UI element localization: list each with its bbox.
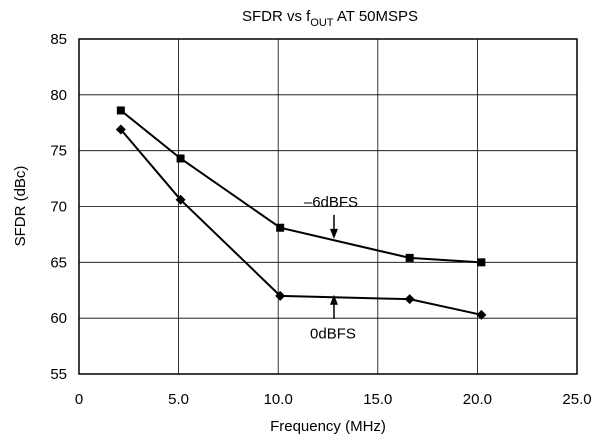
plot-frame [78, 38, 578, 375]
x-tick-label: 5.0 [168, 391, 189, 408]
data-point-square [477, 258, 486, 267]
y-tick-label: 55 [50, 366, 67, 383]
data-point-square [176, 154, 185, 163]
x-tick-label: 0 [75, 391, 83, 408]
y-axis-title: SFDR (dBc) [12, 166, 29, 247]
data-point-square [405, 253, 414, 262]
annotation-0: –6dBFS [304, 194, 358, 239]
data-point-diamond [175, 194, 186, 205]
y-tick-label: 75 [50, 143, 67, 160]
chart-title-main: SFDR vs f [242, 8, 311, 25]
x-tick-label: 25.0 [562, 391, 591, 408]
y-tick-label: 70 [50, 199, 67, 216]
series-line-0 [120, 109, 482, 264]
data-point-diamond [404, 294, 415, 305]
chart-title-rest: AT 50MSPS [334, 8, 419, 25]
series-line-1 [120, 128, 482, 316]
y-tick-label: 60 [50, 310, 67, 327]
y-axis-tick-labels: 55 60 65 70 75 80 85 [50, 31, 67, 383]
x-axis-tick-labels: 0 5.0 10.0 15.0 20.0 25.0 [75, 391, 592, 408]
annotation-label: –6dBFS [304, 194, 358, 211]
chart-title-subscript: OUT [310, 17, 334, 29]
x-axis-title: Frequency (MHz) [270, 418, 386, 435]
data-point-square [116, 106, 125, 115]
y-tick-label: 65 [50, 254, 67, 271]
data-point-diamond [476, 309, 487, 320]
data-series [115, 106, 487, 320]
data-point-square [276, 223, 285, 232]
x-tick-label: 20.0 [463, 391, 492, 408]
data-point-diamond [115, 124, 126, 135]
annotation-arrow-head [329, 294, 338, 305]
x-tick-label: 15.0 [363, 391, 392, 408]
annotation-label: 0dBFS [310, 326, 356, 343]
x-tick-label: 10.0 [264, 391, 293, 408]
y-tick-label: 80 [50, 87, 67, 104]
chart-title: SFDR vs fOUT AT 50MSPS [242, 8, 418, 29]
grid-lines [79, 39, 577, 374]
annotation-1: 0dBFS [310, 294, 356, 343]
annotation-arrow-head [329, 228, 338, 239]
data-point-diamond [275, 290, 286, 301]
annotations: –6dBFS 0dBFS [304, 194, 358, 343]
y-tick-label: 85 [50, 31, 67, 48]
